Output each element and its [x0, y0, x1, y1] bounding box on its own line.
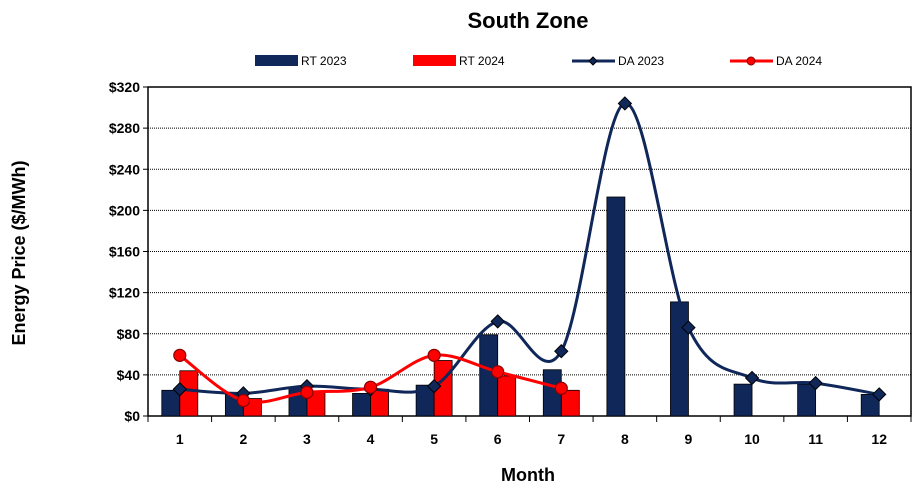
x-tick-label: 7: [557, 431, 565, 447]
data-point-marker: [236, 393, 250, 408]
x-tick-label: 10: [744, 431, 760, 447]
y-tick-label: $120: [109, 285, 140, 301]
legend-swatch: [255, 55, 298, 66]
legend-label: DA 2024: [776, 54, 822, 68]
x-tick-label: 5: [430, 431, 438, 447]
legend-label: RT 2024: [459, 54, 505, 68]
legend-label: DA 2023: [618, 54, 664, 68]
data-point-marker: [808, 375, 823, 391]
data-point-marker: [172, 382, 187, 397]
bar: [352, 392, 371, 417]
x-tick-label: 4: [367, 431, 375, 447]
data-point-marker: [554, 381, 568, 395]
data-point-marker: [617, 96, 633, 111]
data-point-marker: [681, 320, 696, 335]
legend-marker: [746, 56, 756, 66]
y-tick-label: $200: [109, 202, 140, 218]
data-point-marker: [426, 378, 442, 394]
x-axis-title: Month: [501, 465, 555, 485]
chart-title: South Zone: [468, 8, 589, 33]
x-tick-label: 12: [871, 431, 887, 447]
y-tick-label: $280: [109, 120, 140, 136]
data-point-marker: [744, 370, 760, 386]
data-point-marker: [491, 365, 505, 379]
x-tick-label: 9: [685, 431, 693, 447]
bar: [797, 383, 817, 417]
x-tick-label: 6: [494, 431, 502, 447]
y-axis-title: Energy Price ($/MWh): [9, 160, 29, 345]
legend-swatch: [413, 55, 456, 66]
data-point-marker: [173, 348, 187, 362]
x-tick-label: 2: [239, 431, 247, 447]
bar: [161, 389, 181, 417]
y-tick-label: $80: [117, 326, 141, 342]
y-tick-label: $0: [124, 408, 140, 424]
data-point-marker: [363, 380, 378, 394]
data-point-marker: [554, 344, 569, 359]
legend-marker: [588, 56, 598, 66]
y-tick-label: $320: [109, 79, 140, 95]
x-tick-label: 1: [176, 431, 184, 447]
legend-label: RT 2023: [301, 54, 347, 68]
y-tick-label: $160: [109, 244, 140, 260]
bar: [497, 375, 517, 417]
series-line: [179, 101, 880, 396]
bar: [733, 383, 753, 417]
data-point-marker: [427, 348, 441, 362]
bar: [606, 196, 626, 417]
data-point-marker: [300, 385, 314, 399]
data-point-marker: [872, 387, 887, 402]
x-tick-label: 8: [621, 431, 629, 447]
x-tick-label: 11: [808, 431, 823, 447]
y-tick-label: $40: [117, 367, 141, 383]
x-tick-label: 3: [303, 431, 311, 447]
data-point-marker: [490, 314, 505, 329]
bar: [560, 389, 580, 417]
bar: [860, 394, 880, 417]
y-tick-label: $240: [109, 161, 140, 177]
